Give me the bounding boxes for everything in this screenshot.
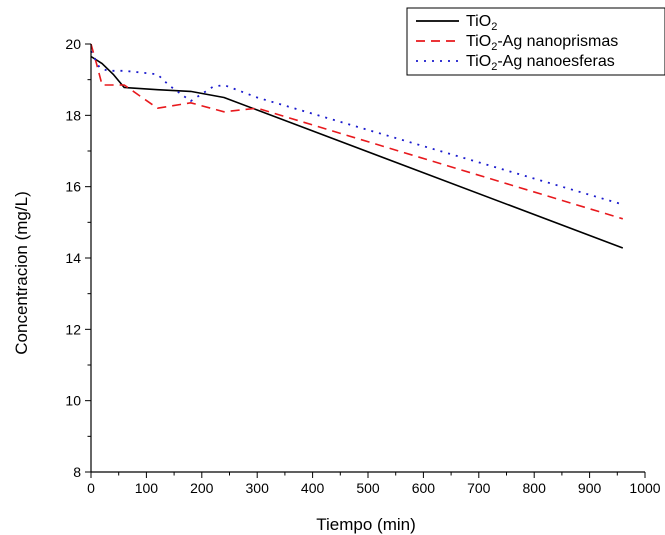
x-tick-label: 700 [467, 480, 491, 496]
y-tick-label: 10 [65, 393, 81, 409]
y-tick-label: 14 [65, 250, 81, 266]
axes-layer: 0 100 200 300 400 500 600 700 800 900 1000 8 10 12 14 1… [65, 36, 660, 496]
y-tick-label: 20 [65, 36, 81, 52]
x-tick-label: 800 [523, 480, 547, 496]
series-line-2 [90, 43, 624, 220]
y-tick-label: 16 [65, 179, 81, 195]
plot-area [91, 44, 645, 472]
x-tick-label: 500 [356, 480, 380, 496]
y-tick-label: 12 [65, 321, 81, 337]
plot-background [91, 44, 645, 472]
series-layer [90, 43, 624, 249]
x-tick-label: 100 [135, 480, 159, 496]
x-tick-label: 0 [87, 480, 95, 496]
x-tick-label: 400 [301, 480, 325, 496]
series-line-1 [90, 55, 624, 249]
y-axis-title: Concentracion (mg/L) [12, 191, 31, 354]
series-line-3 [90, 50, 624, 206]
x-tick-label: 1000 [629, 480, 660, 496]
legend-label-1: TiO2 [466, 13, 497, 33]
x-axis-title: Tiempo (min) [316, 515, 416, 534]
x-tick-label: 900 [578, 480, 602, 496]
x-tick-label: 600 [412, 480, 436, 496]
legend-label-3: TiO2-Ag nanoesferas [466, 53, 615, 73]
legend-label-2: TiO2-Ag nanoprismas [466, 33, 618, 53]
y-tick-label: 18 [65, 107, 81, 123]
x-tick-label: 300 [246, 480, 270, 496]
x-tick-label: 200 [190, 480, 214, 496]
y-tick-label: 8 [73, 464, 81, 480]
